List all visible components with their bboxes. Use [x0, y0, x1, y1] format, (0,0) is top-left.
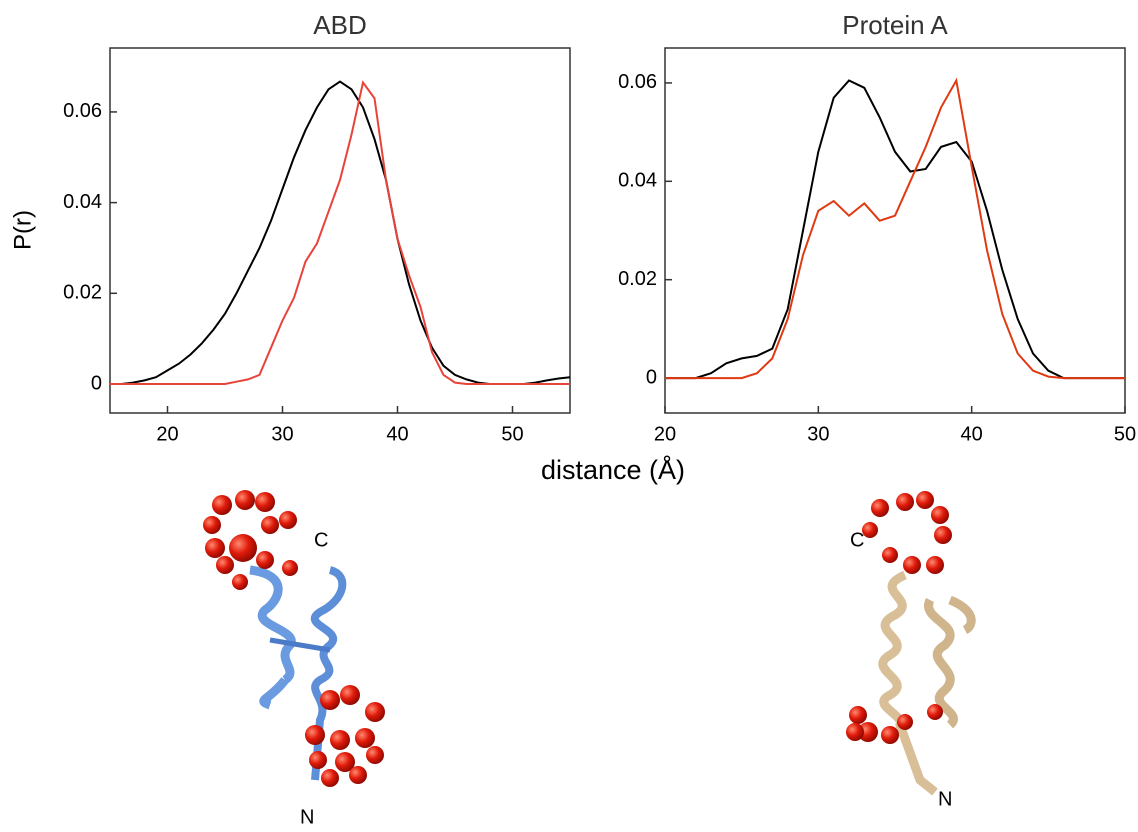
y-tick-label: 0.02	[63, 282, 102, 304]
series-line	[110, 80, 571, 385]
abd-structure: C N	[203, 490, 385, 828]
y-tick-label: 0	[91, 372, 102, 394]
chart-title: Protein A	[842, 10, 948, 40]
y-tick-label: 0.02	[618, 268, 657, 290]
terminus-label: N	[938, 788, 952, 810]
series-line	[665, 79, 1125, 380]
y-tick-label: 0.06	[618, 71, 657, 93]
x-tick-label: 40	[961, 423, 983, 445]
series-line	[110, 80, 570, 385]
y-tick-label: 0.06	[63, 100, 102, 122]
x-tick-label: 50	[501, 423, 523, 445]
x-tick-label: 20	[654, 423, 676, 445]
series-line	[665, 77, 1125, 380]
x-tick-label: 50	[1114, 423, 1136, 445]
x-tick-label: 30	[807, 423, 829, 445]
terminus-label: C	[314, 529, 328, 551]
x-tick-label: 40	[386, 423, 408, 445]
y-axis-label: P(r)	[9, 210, 36, 250]
y-tick-label: 0.04	[618, 170, 657, 192]
plot-frame	[109, 47, 571, 414]
x-tick-label: 30	[271, 423, 293, 445]
x-tick-label: 20	[156, 423, 178, 445]
terminus-label: N	[300, 806, 314, 827]
protein-a-structure: C N	[846, 491, 976, 810]
y-tick-label: 0	[646, 366, 657, 388]
chart-title: ABD	[313, 10, 366, 40]
y-tick-label: 0.04	[63, 191, 102, 213]
plot-frame	[664, 47, 1126, 414]
terminus-label: C	[850, 529, 864, 551]
x-axis-label: distance (Å)	[541, 454, 685, 485]
